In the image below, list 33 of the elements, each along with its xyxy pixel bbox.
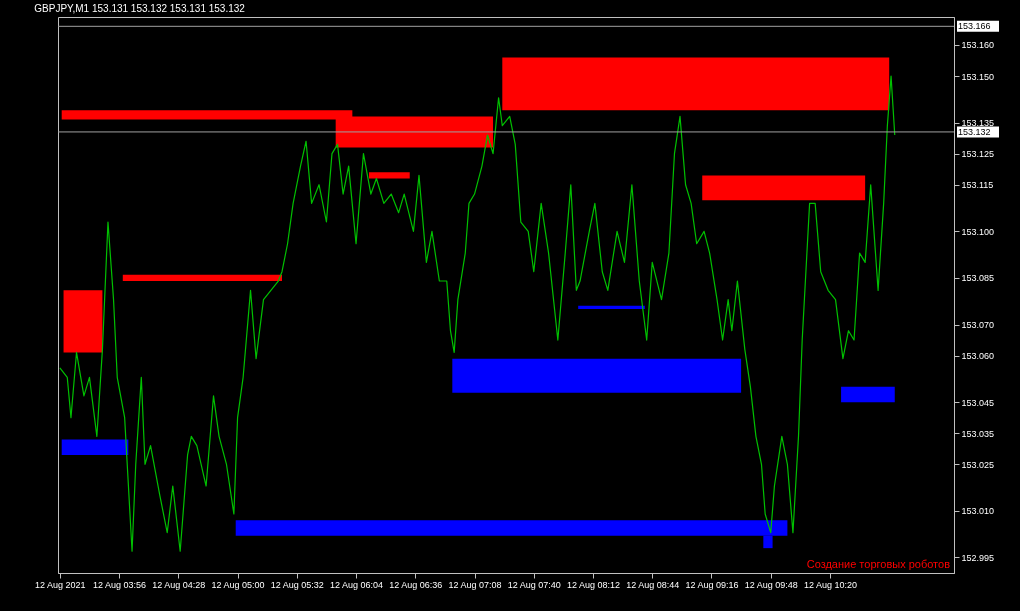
ref-line-label: 153.132 [958,126,991,137]
y-tick-label: 153.160 [961,40,995,51]
x-tick-label: 12 Aug 06:04 [330,579,384,590]
x-tick-label: 12 Aug 09:16 [685,579,739,590]
y-tick-label: 153.035 [961,428,995,439]
x-tick-label: 12 Aug 08:44 [626,579,680,590]
y-tick-label: 153.115 [961,180,994,191]
x-tick-label: 12 Aug 05:00 [211,579,265,590]
y-tick-label: 153.025 [961,459,995,470]
y-tick-label: 153.150 [961,71,995,82]
x-tick-label: 12 Aug 07:40 [507,579,561,590]
y-tick-label: 153.085 [961,273,995,284]
y-tick-label: 153.070 [961,320,995,331]
x-tick-label: 12 Aug 05:32 [270,579,324,590]
y-tick-label: 152.995 [961,552,995,563]
annotation: Создание торговых роботов [806,558,951,570]
x-tick-label: 12 Aug 10:20 [803,579,857,590]
x-tick-label: 12 Aug 03:56 [93,579,147,590]
y-tick-label: 153.060 [961,351,995,362]
x-tick-label: 12 Aug 04:28 [152,579,206,590]
chart-title: GBPJPY,M1 153.131 153.132 153.131 153.132 [34,3,246,14]
y-tick-label: 153.010 [961,506,995,517]
line-series [59,75,896,552]
x-tick-label: 12 Aug 07:08 [448,579,502,590]
x-tick-label: 12 Aug 09:48 [744,579,798,590]
y-tick-label: 153.100 [961,226,995,237]
ref-line-label: 153.166 [958,21,991,32]
x-tick-label: 12 Aug 08:12 [566,579,621,590]
x-tick-label: 12 Aug 2021 [35,579,86,590]
y-tick-label: 153.135 [961,118,995,129]
x-tick-label: 12 Aug 06:36 [389,579,443,590]
y-tick-label: 153.045 [961,397,995,408]
y-tick-label: 153.125 [961,149,995,160]
